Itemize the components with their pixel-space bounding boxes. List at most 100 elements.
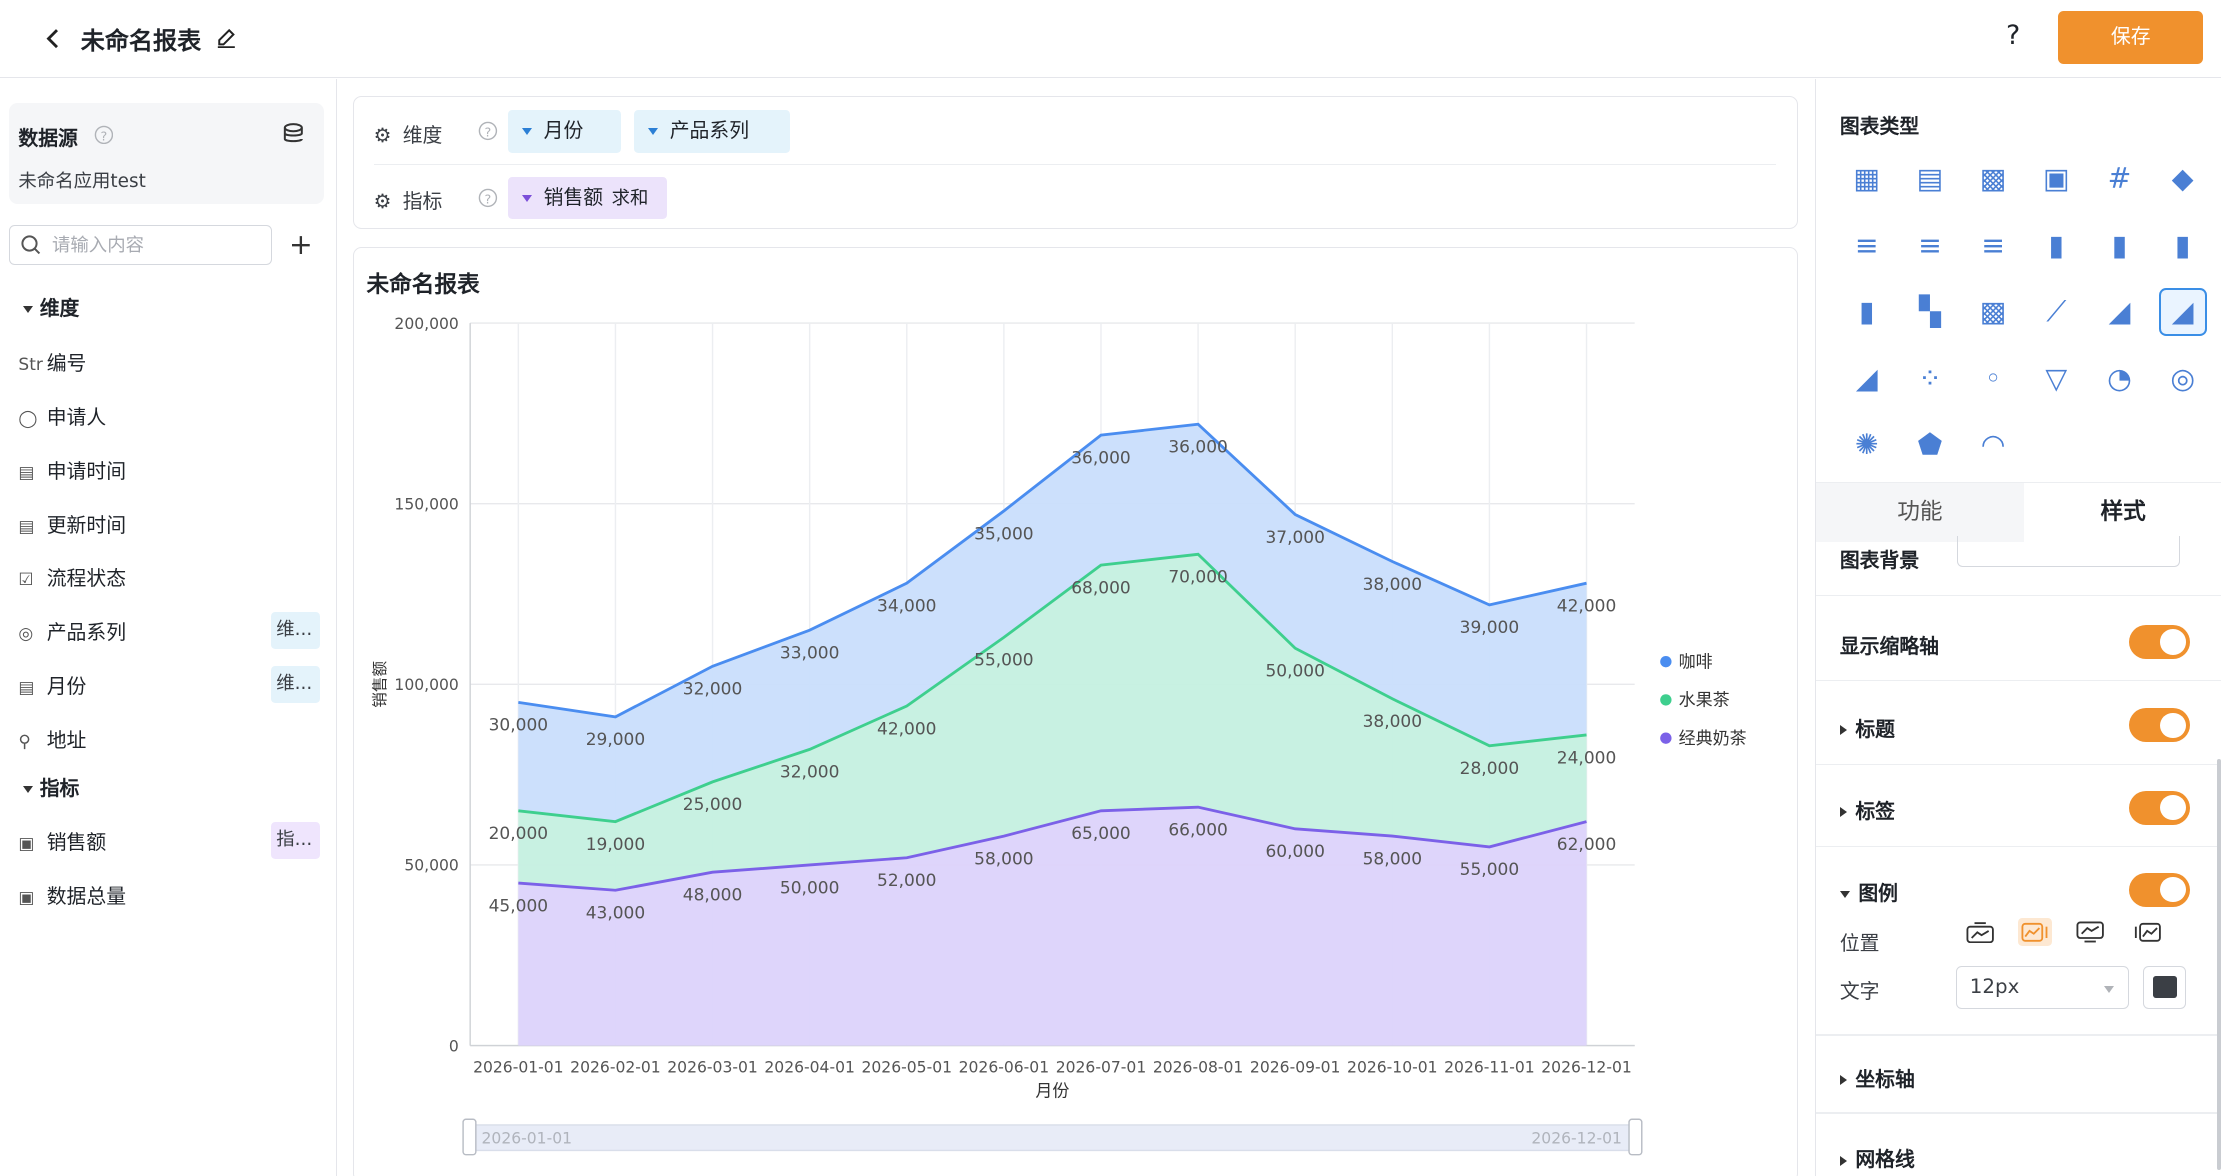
chip-label: 销售额 xyxy=(543,185,604,209)
scatter-icon[interactable]: ⁘ xyxy=(1918,361,1942,395)
pivot-table-icon[interactable]: ▩ xyxy=(1979,161,2007,195)
map-icon[interactable]: ◆ xyxy=(2171,161,2194,195)
legend-label: 水果茶 xyxy=(1678,690,1729,710)
field-item[interactable]: ⚲ 地址 xyxy=(18,724,323,755)
bar-horizontal-icon[interactable]: ≡ xyxy=(1854,228,1879,262)
area-chart[interactable]: 0 50,000 100,000 150,000 200,000 45,000 43,000… xyxy=(354,248,1799,1176)
aggregation-label: 求和 xyxy=(611,187,649,209)
show-zoom-toggle[interactable] xyxy=(2128,624,2190,659)
legend-right-icon[interactable] xyxy=(2018,918,2053,947)
add-field-button[interactable]: + xyxy=(289,228,313,262)
stacked-area-icon[interactable]: ◢ xyxy=(2158,287,2207,336)
calendar-icon: ▤ xyxy=(18,462,35,483)
dimension-row-label: ⚙ 维度 xyxy=(373,123,443,147)
calendar-icon: ▤ xyxy=(18,516,35,537)
metric-chip[interactable]: 销售额 求和 xyxy=(508,176,667,220)
waterfall-icon[interactable]: ▚ xyxy=(1919,295,1941,329)
tab-function[interactable]: 功能 xyxy=(1815,482,2025,543)
gauge-icon[interactable]: ◠ xyxy=(1980,428,2006,462)
detail-table-icon[interactable]: ▤ xyxy=(1916,161,1944,195)
text-color-picker[interactable] xyxy=(2143,966,2186,1009)
data-label: 28,000 xyxy=(1459,759,1518,779)
data-label: 58,000 xyxy=(1362,849,1421,869)
datasource-card[interactable]: 数据源 ? 未命名应用test xyxy=(8,103,325,204)
tab-style[interactable]: 样式 xyxy=(2024,482,2221,543)
calendar-icon: ▤ xyxy=(18,678,35,699)
combo-chart-icon[interactable]: ▩ xyxy=(1979,295,2007,329)
area-icon[interactable]: ◢ xyxy=(2108,295,2131,329)
caret-right-icon xyxy=(1839,1155,1847,1166)
dimension-chip[interactable]: 月份 xyxy=(508,110,622,153)
funnel-icon[interactable]: ▽ xyxy=(2045,361,2068,395)
field-item[interactable]: ☑ 流程状态 xyxy=(18,562,323,593)
axis-section-toggle[interactable]: 坐标轴 xyxy=(1839,1063,1915,1092)
question-icon[interactable]: ? xyxy=(478,121,498,141)
metric-group-toggle[interactable]: 指标 xyxy=(22,772,79,801)
caret-down-icon xyxy=(2103,985,2114,993)
legend-label: 咖啡 xyxy=(1678,652,1712,672)
legend-top-icon[interactable] xyxy=(1963,918,1997,946)
chip-label: 月份 xyxy=(543,119,584,143)
database-switch-icon[interactable] xyxy=(282,122,305,145)
datasource-title: 数据源 xyxy=(18,126,78,150)
field-item[interactable]: ▣ 销售额 指... xyxy=(18,821,323,859)
question-icon[interactable]: ? xyxy=(478,188,498,208)
font-size-select[interactable]: 12px xyxy=(1956,966,2129,1009)
stacked-bar-horizontal-icon[interactable]: ≡ xyxy=(1918,228,1942,262)
save-button[interactable]: 保存 xyxy=(2058,11,2203,64)
back-arrow-icon[interactable] xyxy=(40,23,68,54)
table-icon[interactable]: ▦ xyxy=(1853,161,1881,195)
percent-column-icon[interactable]: ▮ xyxy=(2174,228,2191,262)
data-label: 52,000 xyxy=(877,871,936,891)
zoom-slider-handle-right xyxy=(1628,1118,1643,1155)
help-icon[interactable]: ? xyxy=(2006,19,2021,51)
background-color-input[interactable] xyxy=(1957,535,2180,567)
timeline-icon[interactable]: ◦ xyxy=(1984,361,2002,395)
question-icon[interactable]: ? xyxy=(94,125,114,145)
cross-table-icon[interactable]: ▣ xyxy=(2042,161,2070,195)
data-label: 34,000 xyxy=(877,596,936,616)
labels-toggle[interactable] xyxy=(2128,790,2190,825)
kpi-card-icon[interactable]: # xyxy=(2107,161,2132,195)
histogram-icon[interactable]: ▮ xyxy=(1858,295,1875,329)
percent-area-icon[interactable]: ◢ xyxy=(1855,361,1878,395)
title-section-toggle[interactable]: 标题 xyxy=(1839,713,1895,742)
grid-section-toggle[interactable]: 网格线 xyxy=(1839,1143,1915,1172)
stacked-column-icon[interactable]: ▮ xyxy=(2111,228,2128,262)
data-label: 42,000 xyxy=(877,719,936,739)
data-label: 30,000 xyxy=(488,715,547,735)
data-label: 50,000 xyxy=(780,878,839,898)
field-item[interactable]: ▣ 数据总量 xyxy=(18,880,323,911)
data-label: 58,000 xyxy=(974,849,1033,869)
edit-icon[interactable] xyxy=(215,26,238,49)
legend-bottom-icon[interactable] xyxy=(2074,918,2108,946)
data-label: 48,000 xyxy=(683,885,742,905)
legend-toggle[interactable] xyxy=(2128,872,2190,907)
field-item[interactable]: ◎ 产品系列 维... xyxy=(18,612,323,649)
field-item[interactable]: ▤ 申请时间 xyxy=(18,455,323,486)
title-toggle[interactable] xyxy=(2128,708,2190,743)
x-tick-label: 2026-09-01 xyxy=(1250,1058,1341,1076)
radar-icon[interactable]: ⬟ xyxy=(1917,428,1943,462)
field-item[interactable]: ◯ 申请人 xyxy=(18,401,323,432)
data-label: 37,000 xyxy=(1265,527,1324,547)
column-icon[interactable]: ▮ xyxy=(2048,228,2065,262)
dimension-group-toggle[interactable]: 维度 xyxy=(22,292,79,321)
donut-icon[interactable]: ◎ xyxy=(2170,361,2196,395)
legend-section-toggle[interactable]: 图例 xyxy=(1839,877,1898,906)
y-tick-label: 200,000 xyxy=(394,314,458,332)
panel-scrollbar[interactable] xyxy=(2216,759,2221,1171)
field-item[interactable]: ▤ 月份 维... xyxy=(18,665,323,703)
legend-position-label: 位置 xyxy=(1839,931,1880,955)
field-search[interactable] xyxy=(8,225,272,265)
line-icon[interactable]: ⟋ xyxy=(2046,294,2067,328)
rose-icon[interactable]: ✺ xyxy=(1854,428,1879,462)
labels-section-toggle[interactable]: 标签 xyxy=(1839,795,1895,824)
dimension-chip[interactable]: 产品系列 xyxy=(634,110,791,153)
search-input[interactable] xyxy=(52,231,265,259)
legend-left-icon[interactable] xyxy=(2130,918,2164,946)
field-item[interactable]: Str 编号 xyxy=(18,347,323,378)
percent-bar-horizontal-icon[interactable]: ≡ xyxy=(1981,228,2006,262)
pie-icon[interactable]: ◔ xyxy=(2107,361,2132,395)
field-item[interactable]: ▤ 更新时间 xyxy=(18,509,323,540)
